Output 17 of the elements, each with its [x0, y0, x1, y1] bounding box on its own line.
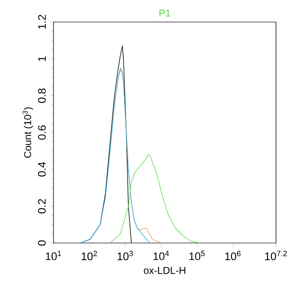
x-tick-label: 10$^{2}$ [82, 250, 97, 260]
x-tick-label: 10$^{5}$ [189, 250, 205, 260]
y-tick-label: 1.2 [38, 14, 46, 29]
x-tick-label: 10$^{6}$ [225, 250, 241, 260]
y-tick-label: 0.4 [38, 162, 46, 177]
x-tick-label: 10$^{7.2}$ [265, 250, 287, 260]
x-axis-title: ox-LDL-H [144, 267, 186, 274]
x-tick-label: 10$^{1}$ [46, 250, 62, 260]
y-tick-label: 0.8 [38, 88, 46, 103]
chart-title: P1 [159, 10, 170, 16]
y-tick-label: 0.2 [38, 199, 46, 214]
x-tick-label: 10$^{4}$ [154, 250, 169, 260]
y-tick-label: 1 [38, 56, 46, 62]
y-tick-label: 0.6 [38, 125, 46, 140]
y-tick-label: 0 [38, 240, 46, 246]
y-axis-title: Count (10$^{3}$) [22, 107, 34, 158]
x-tick-label: 10$^{3}$ [118, 250, 133, 260]
